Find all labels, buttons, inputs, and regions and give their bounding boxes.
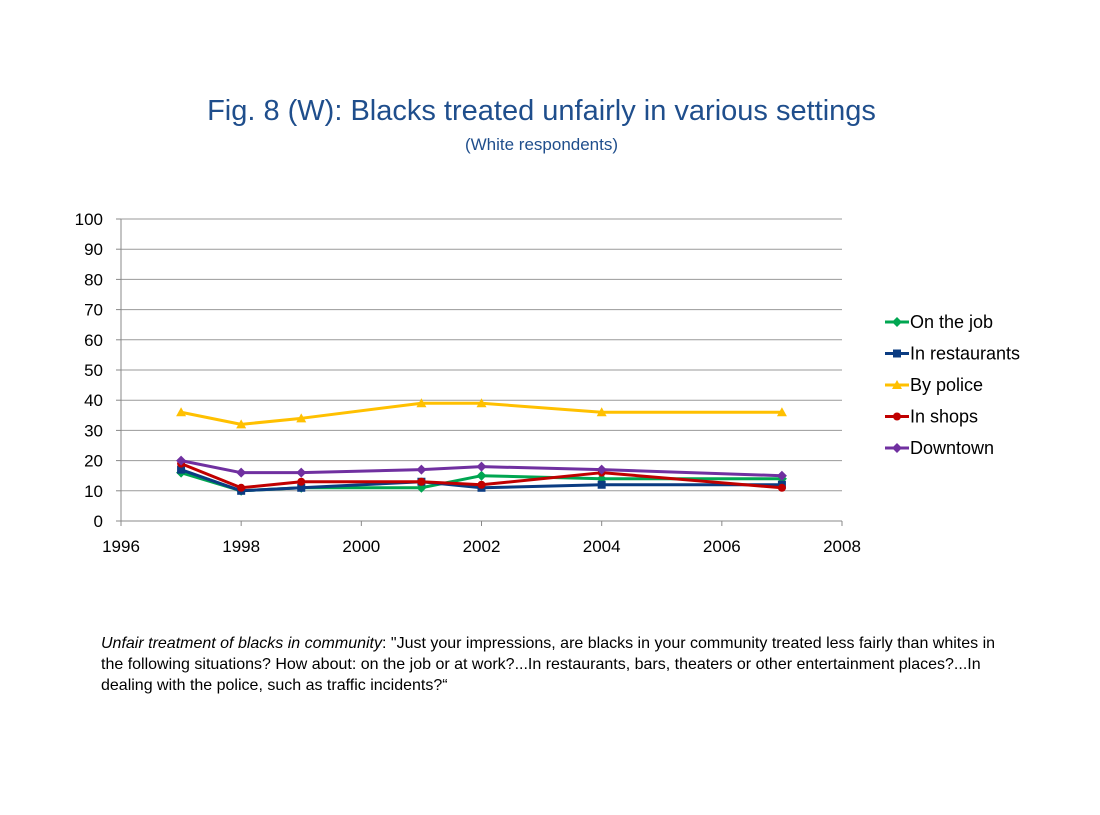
y-tick-label-70: 70 <box>84 301 103 320</box>
point-downtown-1998 <box>236 467 247 478</box>
point-downtown-2001 <box>416 464 427 475</box>
point-in-shops-2007 <box>777 483 786 492</box>
legend-marker-on-the-job <box>892 317 902 327</box>
point-in-shops-2001 <box>417 477 426 486</box>
y-tick-label-80: 80 <box>84 270 103 289</box>
y-tick-label-90: 90 <box>84 240 103 259</box>
line-chart: 0 10 20 30 40 50 60 70 80 90 100 1996 1998 2000 2002 20… <box>75 210 1020 556</box>
chart-subtitle: (White respondents) <box>464 135 619 154</box>
point-downtown-1999 <box>296 467 307 478</box>
point-in-shops-1998 <box>237 483 246 492</box>
y-tick-label-40: 40 <box>84 391 103 410</box>
y-tick-label-20: 20 <box>84 452 103 471</box>
legend-label-by-police: By police <box>910 375 983 395</box>
point-in-shops-1999 <box>297 477 306 486</box>
x-tick-label-2000: 2000 <box>342 537 380 556</box>
y-tick-label-100: 100 <box>75 210 103 229</box>
legend-marker-downtown <box>892 443 902 453</box>
x-tick-label-2004: 2004 <box>583 537 621 556</box>
legend-label-in-restaurants: In restaurants <box>910 344 1020 364</box>
y-tick-label-30: 30 <box>84 421 103 440</box>
point-by-police-2002 <box>476 398 487 408</box>
legend-label-in-shops: In shops <box>910 407 978 427</box>
y-tick-label-10: 10 <box>84 482 103 501</box>
point-in-restaurants-2004 <box>597 480 606 489</box>
point-downtown-2004 <box>596 464 607 475</box>
chart-title: Fig. 8 (W): Blacks treated unfairly in v… <box>207 95 876 127</box>
x-tick-label-2002: 2002 <box>463 537 501 556</box>
legend-label-downtown: Downtown <box>910 438 994 458</box>
point-by-police-2007 <box>776 407 787 417</box>
point-by-police-2001 <box>416 398 427 408</box>
point-in-restaurants-1997 <box>177 465 186 474</box>
point-in-restaurants-1999 <box>297 483 306 492</box>
y-tick-label-60: 60 <box>84 331 103 350</box>
point-in-shops-2002 <box>477 480 486 489</box>
survey-question-note: Unfair treatment of blacks in community:… <box>101 633 1001 696</box>
x-tick-label-1996: 1996 <box>102 537 140 556</box>
y-tick-label-50: 50 <box>84 361 103 380</box>
point-downtown-1997 <box>176 455 187 466</box>
x-tick-label-2006: 2006 <box>703 537 741 556</box>
point-downtown-2007 <box>776 470 787 481</box>
point-by-police-1998 <box>236 419 247 429</box>
note-lead: Unfair treatment of blacks in community <box>101 635 382 652</box>
legend-marker-in-restaurants <box>893 349 901 358</box>
point-by-police-1999 <box>296 413 307 423</box>
legend-label-on-the-job: On the job <box>910 312 993 332</box>
legend-marker-by-police <box>892 380 902 389</box>
point-by-police-1997 <box>176 407 187 417</box>
point-on-the-job-2002 <box>476 470 487 481</box>
note-text: : "Just your impressions, are blacks in … <box>101 635 996 694</box>
x-tick-label-2008: 2008 <box>823 537 861 556</box>
x-tick-label-1998: 1998 <box>222 537 260 556</box>
y-tick-label-0: 0 <box>94 512 103 531</box>
point-downtown-2002 <box>476 461 487 472</box>
legend-marker-in-shops <box>893 412 901 421</box>
point-by-police-2004 <box>596 407 607 417</box>
